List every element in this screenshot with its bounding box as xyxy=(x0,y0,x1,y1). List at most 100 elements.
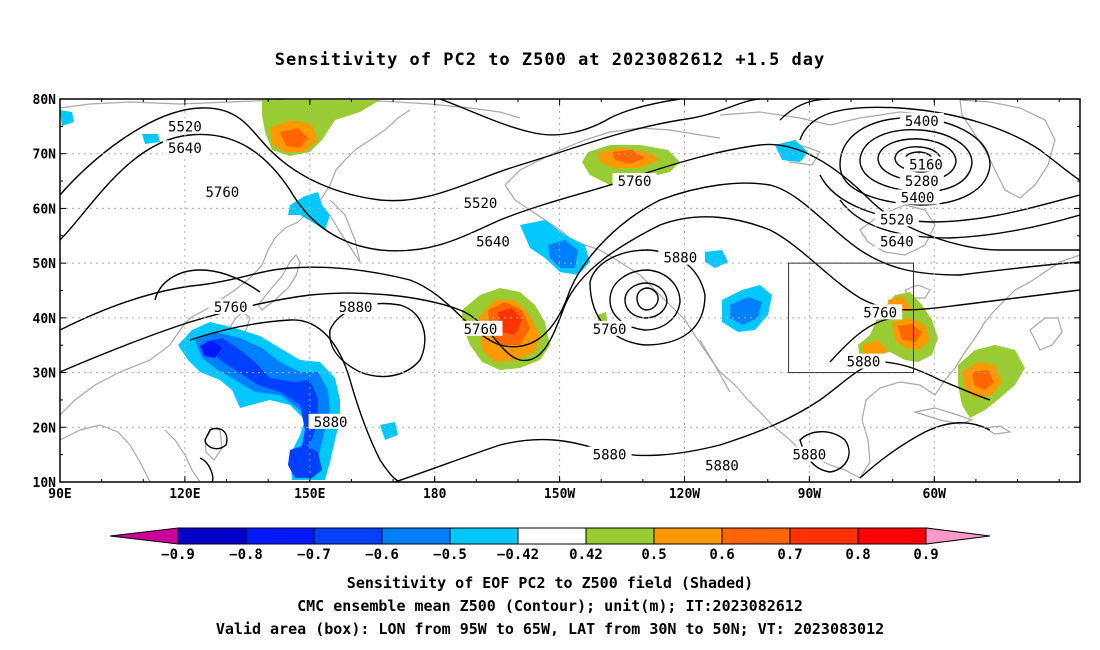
lon-label: 120E xyxy=(169,487,200,502)
lon-label: 90W xyxy=(798,487,822,502)
contour-label-bg xyxy=(308,413,353,429)
contour-label-bg xyxy=(858,304,903,320)
colorbar-label: 0.5 xyxy=(641,547,666,563)
caption-shading: Sensitivity of EOF PC2 to Z500 field (Sh… xyxy=(346,574,754,592)
contour-label: 5760 xyxy=(863,305,897,321)
contour-label: 5400 xyxy=(901,190,935,206)
contour-label: 5280 xyxy=(905,174,939,190)
lon-label: 150W xyxy=(544,487,575,502)
colorbar-swatch xyxy=(517,527,587,545)
lon-label: 60W xyxy=(923,487,947,502)
contour-label-bg xyxy=(874,233,919,249)
contour-label-bg xyxy=(200,184,245,200)
colorbar-swatch xyxy=(381,527,451,545)
contour-label-bg xyxy=(162,118,207,134)
colorbar: −0.9 −0.8 −0.7 −0.6 −0.5 −0.42 0.42 0.5 0.6 0.7 0.… xyxy=(109,527,991,563)
lat-label: 50N xyxy=(33,257,57,272)
contour-label-bg xyxy=(699,457,744,473)
shade-negative xyxy=(288,445,322,478)
lon-label: 120W xyxy=(669,487,700,502)
shade-negative xyxy=(705,250,728,268)
contour-label: 5880 xyxy=(847,355,881,371)
contour-label: 5760 xyxy=(214,300,248,316)
colorbar-label: 0.7 xyxy=(777,547,802,563)
colorbar-swatch xyxy=(721,527,791,545)
lat-label: 60N xyxy=(33,202,57,217)
colorbar-swatch xyxy=(857,527,927,545)
contour-label: 5640 xyxy=(880,234,914,250)
shade-positive xyxy=(972,370,994,390)
contour-label-layer: 5520 5640 5760 5760 5880 5880 5760 5520 5640 5760… xyxy=(162,112,948,475)
contour-label: 5520 xyxy=(464,196,498,212)
lon-label: 180 xyxy=(423,487,447,502)
colorbar-label: 0.42 xyxy=(569,547,603,563)
colorbar-label: −0.5 xyxy=(433,547,467,563)
shade-negative xyxy=(288,192,330,230)
colorbar-label: −0.42 xyxy=(497,547,539,563)
colorbar-swatch xyxy=(449,527,519,545)
contour-label-bg xyxy=(899,173,944,189)
lat-label: 10N xyxy=(33,476,57,491)
lon-label: 150E xyxy=(294,487,325,502)
contour-label-bg xyxy=(333,298,378,314)
colorbar-label: −0.7 xyxy=(297,547,331,563)
contour-label-bg xyxy=(899,112,944,128)
colorbar-swatch xyxy=(177,527,247,545)
contour-label-bg xyxy=(587,446,632,462)
lat-label: 70N xyxy=(33,148,57,163)
contour-label: 5880 xyxy=(314,415,348,431)
contour-label-bg xyxy=(895,189,940,205)
colorbar-swatch xyxy=(789,527,859,545)
shade-positive xyxy=(498,308,522,335)
colorbar-high-arrow xyxy=(925,527,991,545)
longitude-labels: 90E 120E 150E 180 150W 120W 90W 60W xyxy=(48,487,946,502)
colorbar-label: 0.9 xyxy=(913,547,938,563)
contour-label-bg xyxy=(470,233,515,249)
contour-label: 5400 xyxy=(905,114,939,130)
contour-label: 5880 xyxy=(339,300,373,316)
colorbar-label: −0.9 xyxy=(161,547,195,563)
colorbar-swatch xyxy=(653,527,723,545)
contour-label: 5880 xyxy=(705,459,739,475)
contour-label: 5880 xyxy=(663,251,697,267)
shade-negative xyxy=(200,340,222,358)
contour-label-bg xyxy=(841,353,886,369)
lat-label: 40N xyxy=(33,312,57,327)
lat-label: 30N xyxy=(33,367,57,382)
shade-negative xyxy=(142,134,160,144)
contour-label-bg xyxy=(587,320,632,336)
shade-negative xyxy=(205,338,318,455)
lon-label: 90E xyxy=(48,487,71,502)
figure-title: Sensitivity of PC2 to Z500 at 2023082612… xyxy=(274,50,826,70)
contour-label-bg xyxy=(874,211,919,227)
contour-label-bg xyxy=(162,140,207,156)
contour-label-bg xyxy=(458,194,503,210)
contour-label: 5880 xyxy=(793,448,827,464)
valid-area-box xyxy=(788,262,914,374)
axis-ticks xyxy=(59,98,1080,483)
caption-valid-area: Valid area (box): LON from 95W to 65W, L… xyxy=(215,620,885,638)
colorbar-label: 0.8 xyxy=(845,547,870,563)
latitude-labels: 80N 70N 60N 50N 40N 30N 20N 10N xyxy=(33,93,57,491)
colorbar-label: −0.6 xyxy=(365,547,399,563)
contour-label: 5520 xyxy=(168,119,202,135)
contour-label-bg xyxy=(658,249,703,265)
colorbar-label: −0.8 xyxy=(229,547,263,563)
colorbar-swatch xyxy=(313,527,383,545)
caption-contour: CMC ensemble mean Z500 (Contour); unit(m… xyxy=(297,597,803,615)
contour-label-bg xyxy=(787,446,832,462)
contour-label: 5760 xyxy=(464,322,498,338)
contour-label: 5160 xyxy=(909,158,943,174)
lat-label: 20N xyxy=(33,421,57,436)
lat-label: 80N xyxy=(33,93,57,108)
contour-label: 5760 xyxy=(206,185,240,201)
graticule-grid xyxy=(60,99,1080,482)
contour-label-bg xyxy=(612,173,657,189)
contour-label: 5640 xyxy=(476,234,510,250)
colorbar-label: 0.6 xyxy=(709,547,734,563)
contour-label: 5760 xyxy=(618,174,652,190)
contour-label: 5880 xyxy=(593,448,627,464)
shade-positive xyxy=(280,128,308,148)
contour-label-bg xyxy=(903,156,948,172)
